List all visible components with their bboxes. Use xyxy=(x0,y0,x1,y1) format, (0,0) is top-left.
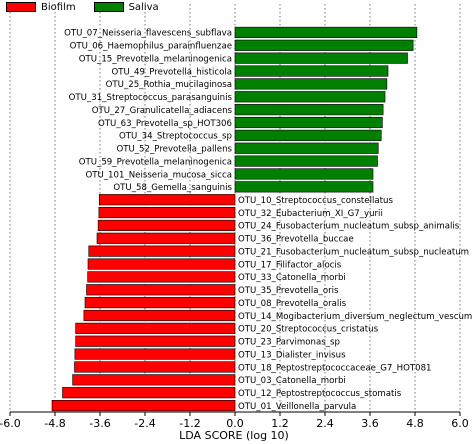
bar-saliva xyxy=(234,65,389,77)
bar-label: OTU_35_Prevotella_oris xyxy=(238,286,339,296)
bar-label: OTU_06_Haemophilus_parainfluenzae xyxy=(70,42,232,52)
bar-biofilm xyxy=(62,387,236,399)
bar-biofilm xyxy=(88,245,236,257)
bar-biofilm xyxy=(83,309,236,322)
bar-saliva xyxy=(234,91,386,103)
x-tick-label: -3.6 xyxy=(89,417,110,430)
bar-biofilm xyxy=(98,206,236,219)
bar-saliva xyxy=(234,26,418,39)
bar-label: OTU_59_Prevotella_melaninogenica xyxy=(79,157,232,167)
bar-label: OTU_23_Parvimonas_sp xyxy=(238,338,340,348)
bar-label: OTU_12_Peptostreptococcus_stomatis xyxy=(238,389,402,399)
bar-label: OTU_63_Prevotella_sp_HOT306 xyxy=(98,119,232,129)
x-tick-label: 4.8 xyxy=(406,417,424,430)
bar-label: OTU_101_Neisseria_mucosa_sicca xyxy=(85,170,232,180)
bar-biofilm xyxy=(97,219,236,232)
bar-biofilm xyxy=(75,335,236,347)
x-tick-label: -4.8 xyxy=(44,417,65,430)
bar-label: OTU_27_Granulicatella_adiacens xyxy=(92,106,233,116)
legend-swatch-saliva xyxy=(93,2,124,12)
bar-saliva xyxy=(234,39,414,51)
bar-saliva xyxy=(234,52,408,64)
legend-item-biofilm: Biofilm xyxy=(6,2,76,13)
bar-saliva xyxy=(234,104,384,116)
bar-label: OTU_13_Dialister_invisus xyxy=(238,350,346,360)
bar-label: OTU_08_Prevotella_oralis xyxy=(238,299,347,309)
bar-label: OTU_49_Prevotella_histicola xyxy=(111,67,232,77)
legend-label-saliva: Saliva xyxy=(128,1,159,13)
bar-saliva xyxy=(234,155,378,167)
bar-biofilm xyxy=(96,232,236,244)
bar-label: OTU_31_Streptococcus_parasanguinis xyxy=(69,93,233,103)
x-tick-label: 0.0 xyxy=(226,417,244,430)
bar-saliva xyxy=(234,116,383,129)
bar-saliva xyxy=(234,181,374,193)
bar-label: OTU_25_Rothia_mucilaginosa xyxy=(106,80,232,90)
bar-labels-layer: OTU_07_Neisseria_flavescens_subflava OTU_… xyxy=(64,29,472,412)
bar-label: OTU_17_Filifactor_alocis xyxy=(238,260,342,270)
bar-label: OTU_32_Eubacterium_XI_G7_yurii xyxy=(238,209,383,219)
bar-biofilm xyxy=(87,258,236,270)
bar-saliva xyxy=(234,78,388,90)
x-tick-label: -6.0 xyxy=(0,417,21,430)
bar-biofilm xyxy=(86,284,236,296)
bar-label: OTU_14_Mogibacterium_diversum_neglectum_… xyxy=(238,312,472,322)
x-tick-label: 3.6 xyxy=(361,417,379,430)
bar-biofilm xyxy=(87,271,236,283)
bar-label: OTU_34_Streptococcus_sp xyxy=(119,132,232,142)
bar-label: OTU_18_Peptostreptococcaceae_G7_HOT081 xyxy=(238,363,432,373)
bar-biofilm xyxy=(51,399,236,412)
x-axis-label: LDA SCORE (log 10) xyxy=(179,429,289,442)
bar-label: OTU_33_Catonella_morbi xyxy=(238,273,346,283)
bar-biofilm xyxy=(72,374,236,386)
bar-label: OTU_10_Streptococcus_constellatus xyxy=(238,196,393,206)
x-tick-label: 2.4 xyxy=(316,417,334,430)
bar-label: OTU_03_Catonella_morbi xyxy=(238,376,346,386)
bar-saliva xyxy=(234,129,382,141)
bar-label: OTU_07_Neisseria_flavescens_subflava xyxy=(64,29,232,39)
bar-biofilm xyxy=(75,322,236,334)
bar-biofilm xyxy=(98,194,236,206)
legend-label-biofilm: Biofilm xyxy=(41,1,76,13)
x-tick-label: 6.0 xyxy=(451,417,469,430)
bar-saliva xyxy=(234,168,374,180)
bar-label: OTU_21_Fusobacterium_nucleatum_subsp_nuc… xyxy=(238,247,469,257)
bars-layer xyxy=(51,26,418,412)
bar-label: OTU_15_Prevotella_melaninogenica xyxy=(79,54,232,64)
x-tick-label: 1.2 xyxy=(271,417,289,430)
x-axis: -6.0 -4.8 -3.6 -2.4 -1.2 0.0 1.2 2.4 3.6 4.8 6.0 xyxy=(0,411,469,430)
x-tick-label: -1.2 xyxy=(179,417,200,430)
legend: Biofilm Saliva xyxy=(6,0,177,14)
bar-label: OTU_58_Gemella_sanguinis xyxy=(113,183,232,193)
x-tick-label: -2.4 xyxy=(134,417,155,430)
legend-item-saliva: Saliva xyxy=(93,1,159,13)
bar-label: OTU_36_Prevotella_buccae xyxy=(238,235,354,245)
bar-biofilm xyxy=(74,361,236,373)
bar-label: OTU_24_Fusobacterium_nucleatum_subsp_ani… xyxy=(238,222,460,232)
legend-swatch-biofilm xyxy=(6,2,36,12)
bar-label: OTU_01_Veillonella_parvula xyxy=(238,402,356,412)
bar-label: OTU_52_Prevotella_pallens xyxy=(116,145,232,155)
bar-label: OTU_20_Streptococcus_cristatus xyxy=(238,325,379,335)
bar-biofilm xyxy=(84,297,236,309)
bar-saliva xyxy=(234,142,379,154)
bar-biofilm xyxy=(74,348,236,360)
